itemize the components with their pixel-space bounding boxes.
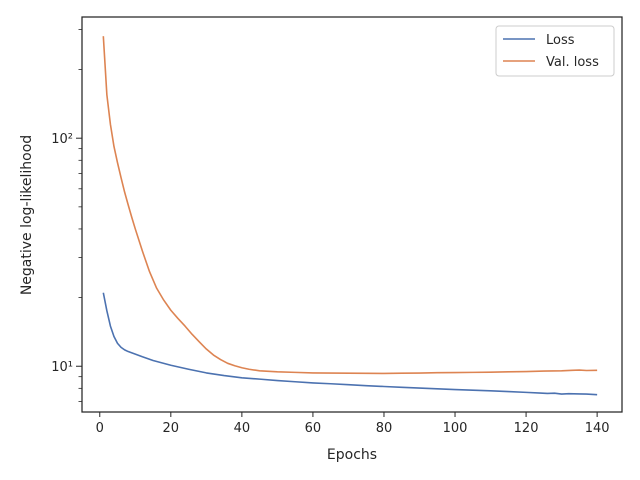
legend-label-loss: Loss: [546, 33, 575, 48]
x-tick-label: 80: [376, 421, 393, 436]
y-axis-label: Negative log-likelihood: [19, 135, 35, 295]
x-tick-label: 40: [234, 421, 251, 436]
y-ticks: 10¹ 10²: [51, 28, 82, 402]
y-tick-label: 10²: [51, 132, 73, 147]
x-tick-label: 100: [443, 421, 468, 436]
x-tick-label: 0: [96, 421, 104, 436]
series-layer: [102, 36, 598, 396]
y-tick-label: 10¹: [51, 360, 73, 375]
x-tick-label: 120: [514, 421, 539, 436]
x-tick-label: 140: [585, 421, 610, 436]
series-line-loss: [102, 292, 598, 396]
x-axis-label: Epochs: [327, 447, 377, 463]
plot-frame: [81, 16, 623, 413]
series-line-val-loss: [102, 36, 598, 375]
legend-label-val-loss: Val. loss: [546, 55, 599, 70]
x-tick-label: 60: [305, 421, 322, 436]
legend: Loss Val. loss: [495, 25, 615, 77]
x-ticks: 0 20 40 60 80 100 120 140: [96, 412, 610, 436]
x-tick-label: 20: [163, 421, 180, 436]
